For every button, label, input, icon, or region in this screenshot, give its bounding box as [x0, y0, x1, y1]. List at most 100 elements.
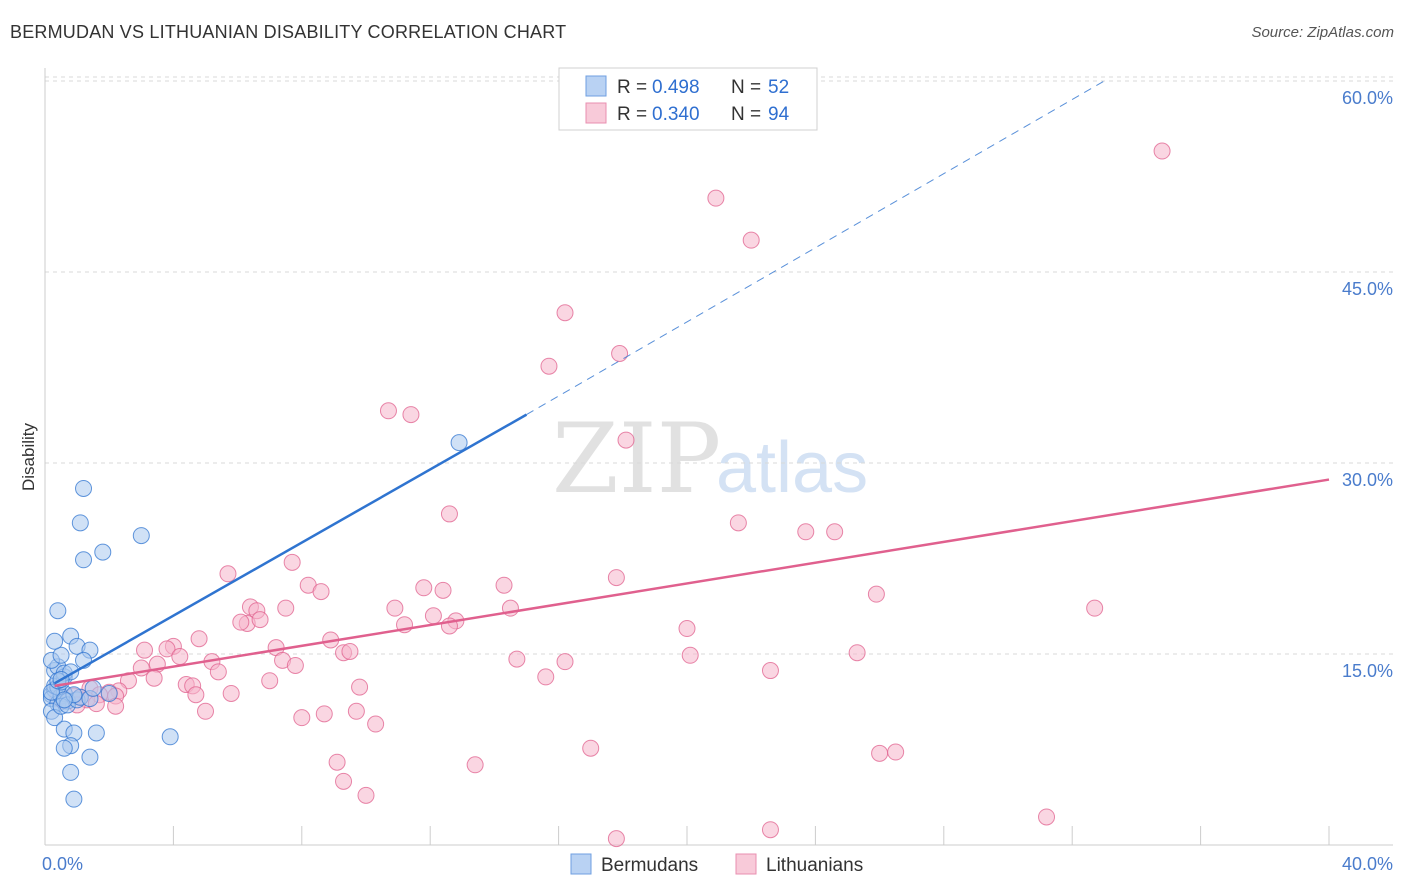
- bottom-legend-label-lithuanians: Lithuanians: [766, 855, 863, 876]
- lithuanian-point: [1086, 599, 1104, 617]
- lithuanian-point: [351, 678, 369, 696]
- bermudan-point: [161, 728, 179, 746]
- series-legend: Bermudans Lithuanians: [570, 853, 863, 876]
- lithuanian-point: [611, 344, 629, 362]
- y-axis-title: Disability: [19, 422, 38, 491]
- lithuanian-point: [367, 715, 385, 733]
- lithuanian-point: [415, 579, 433, 597]
- lithuanian-point: [379, 402, 397, 420]
- watermark-atlas: atlas: [716, 428, 868, 508]
- bermudan-point: [75, 479, 93, 497]
- gridlines: [45, 76, 1393, 655]
- y-tick-label: 60.0%: [1342, 88, 1393, 108]
- lithuanian-point: [209, 663, 227, 681]
- x-tick-label-min: 0.0%: [42, 854, 83, 874]
- legend-swatch-bermudans: [585, 75, 607, 97]
- lithuanian-point: [232, 613, 250, 631]
- lithuanian-point: [158, 640, 176, 658]
- legend-r-label-1: R =: [617, 77, 647, 98]
- correlation-legend: R = 0.498 N = 52 R = 0.340 N = 94: [558, 67, 818, 131]
- bottom-legend-swatch-lithuanians: [735, 853, 757, 875]
- bermudan-point: [52, 646, 70, 664]
- x-tick-label-max: 40.0%: [1342, 854, 1393, 874]
- lithuanians-trend-line: [54, 478, 1330, 688]
- lithuanian-point: [537, 668, 555, 686]
- legend-swatch-lithuanians: [585, 102, 607, 124]
- lithuanian-point: [277, 599, 295, 617]
- lithuanian-point: [219, 565, 237, 583]
- lithuanian-point: [761, 821, 779, 839]
- bermudans-trend-line: [54, 413, 528, 685]
- lithuanian-point: [386, 599, 404, 617]
- legend-r-value-2: 0.340: [652, 104, 700, 125]
- lithuanian-point: [867, 585, 885, 603]
- lithuanian-point: [797, 523, 815, 541]
- lithuanian-point: [286, 656, 304, 674]
- lithuanian-point: [508, 650, 526, 668]
- lithuanian-point: [707, 189, 725, 207]
- lithuanian-point: [283, 553, 301, 571]
- lithuanian-point: [495, 576, 513, 594]
- watermark: ZIP atlas: [552, 403, 868, 515]
- lithuanian-point: [681, 646, 699, 664]
- lithuanian-point: [190, 630, 208, 648]
- lithuanian-point: [136, 641, 154, 659]
- y-tick-label: 15.0%: [1342, 661, 1393, 681]
- lithuanian-point: [556, 304, 574, 322]
- bottom-legend-swatch-bermudans: [570, 853, 592, 875]
- lithuanian-point: [1153, 142, 1171, 160]
- lithuanian-point: [729, 514, 747, 532]
- y-tick-label: 45.0%: [1342, 279, 1393, 299]
- bermudan-point: [55, 739, 73, 757]
- x-ticks: [44, 826, 1330, 845]
- lithuanian-point: [887, 743, 905, 761]
- lithuanian-point: [582, 739, 600, 757]
- lithuanian-point: [402, 406, 420, 424]
- lithuanian-point: [222, 684, 240, 702]
- y-tick-labels: 15.0% 30.0% 45.0% 60.0%: [1342, 88, 1393, 681]
- bermudan-point: [81, 748, 99, 766]
- bottom-legend-label-bermudans: Bermudans: [601, 855, 698, 876]
- lithuanian-point: [434, 581, 452, 599]
- lithuanian-point: [826, 523, 844, 541]
- lithuanian-point: [424, 607, 442, 625]
- lithuanian-point: [261, 672, 279, 690]
- bermudan-point: [100, 684, 118, 702]
- lithuanian-point: [761, 662, 779, 680]
- bermudan-point: [87, 724, 105, 742]
- lithuanian-point: [607, 569, 625, 587]
- legend-r-value-1: 0.498: [652, 77, 700, 98]
- lithuanian-point: [341, 642, 359, 660]
- bermudan-point: [75, 551, 93, 569]
- bermudan-point: [65, 790, 83, 808]
- lithuanian-point: [440, 505, 458, 523]
- bermudan-point: [46, 632, 64, 650]
- lithuanian-point: [347, 702, 365, 720]
- lithuanian-point: [848, 644, 866, 662]
- lithuanian-point: [197, 702, 214, 720]
- lithuanian-point: [315, 705, 333, 723]
- legend-r-label-2: R =: [617, 104, 647, 125]
- lithuanian-point: [145, 669, 163, 687]
- watermark-zip: ZIP: [552, 403, 721, 515]
- chart-title: BERMUDAN VS LITHUANIAN DISABILITY CORREL…: [10, 22, 567, 42]
- lithuanian-point: [312, 583, 330, 601]
- lithuanian-point: [617, 431, 635, 449]
- legend-n-label-1: N =: [731, 77, 761, 98]
- bermudan-point: [132, 527, 150, 545]
- lithuanian-point: [1038, 808, 1056, 826]
- bermudans-points: [42, 434, 468, 808]
- lithuanian-point: [742, 231, 760, 249]
- lithuanian-point: [357, 786, 375, 804]
- y-tick-label: 30.0%: [1342, 470, 1393, 490]
- lithuanian-point: [556, 653, 574, 671]
- lithuanian-point: [540, 357, 558, 375]
- lithuanian-point: [171, 648, 189, 666]
- lithuanian-point: [871, 744, 889, 762]
- bermudan-point: [49, 602, 67, 620]
- lithuanian-point: [187, 686, 205, 704]
- bermudan-point: [62, 763, 80, 781]
- lithuanian-point: [251, 611, 269, 629]
- trend-lines: [54, 80, 1330, 688]
